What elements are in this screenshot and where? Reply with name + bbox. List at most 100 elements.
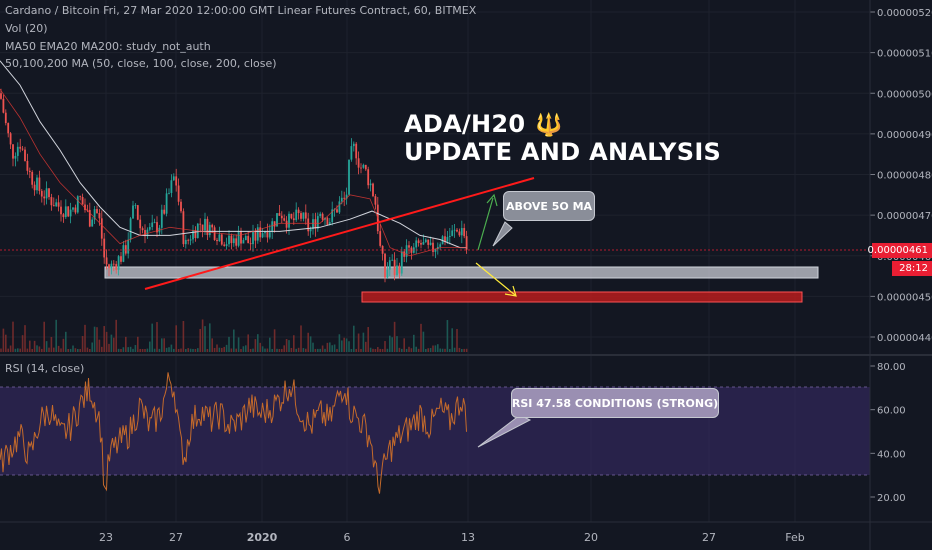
volume-bar bbox=[48, 347, 50, 352]
arrow-down bbox=[475, 262, 517, 297]
volume-bar bbox=[343, 337, 345, 352]
volume-bar bbox=[355, 348, 357, 352]
candle-body bbox=[103, 238, 106, 258]
volume-bar bbox=[158, 348, 161, 352]
candle-body bbox=[108, 264, 110, 269]
volume-bar bbox=[60, 348, 62, 352]
volume-bar bbox=[209, 323, 211, 352]
volume-bar bbox=[360, 348, 362, 352]
candle-body bbox=[420, 243, 422, 245]
candle-body bbox=[427, 239, 430, 245]
volume-bar bbox=[96, 327, 98, 352]
volume-bar bbox=[101, 346, 103, 352]
volume-bar bbox=[427, 348, 429, 352]
volume-bar bbox=[242, 346, 245, 352]
candle-body bbox=[364, 164, 367, 170]
volume-bar bbox=[357, 333, 360, 352]
volume-bar bbox=[324, 348, 326, 352]
volume-bar bbox=[302, 348, 305, 352]
volume-bar bbox=[329, 342, 331, 352]
candle-body bbox=[52, 205, 55, 207]
volume-bar bbox=[417, 348, 420, 352]
candle-body bbox=[79, 196, 82, 198]
support-zones bbox=[104, 266, 819, 303]
volume-bar bbox=[321, 345, 324, 352]
volume-bar bbox=[384, 341, 386, 352]
candle-body bbox=[129, 218, 132, 240]
volume-bar bbox=[89, 348, 91, 352]
volume-bar bbox=[110, 334, 113, 352]
volume-bar bbox=[223, 346, 225, 352]
volume-bar bbox=[309, 336, 312, 352]
candle-body bbox=[211, 224, 214, 228]
volume-bar bbox=[425, 348, 427, 352]
candle-body bbox=[396, 265, 398, 276]
candle-body bbox=[40, 190, 43, 197]
volume-bar bbox=[26, 348, 29, 352]
ma-legend: MA50 EMA20 MA200: study_not_auth bbox=[5, 40, 211, 53]
candle-body bbox=[439, 244, 442, 247]
volume-bar bbox=[350, 348, 353, 352]
candle-body bbox=[393, 259, 396, 276]
candle-body bbox=[386, 269, 389, 278]
candle-body bbox=[230, 235, 233, 244]
volume-bar bbox=[19, 348, 21, 352]
time-tick-label: 23 bbox=[99, 531, 113, 544]
candle-body bbox=[345, 194, 348, 199]
volume-bar bbox=[439, 348, 441, 352]
volume-bar bbox=[29, 340, 31, 352]
candle-body bbox=[384, 253, 386, 278]
time-tick-label: 13 bbox=[461, 531, 475, 544]
rsi-tick-label: 60.00 bbox=[877, 406, 906, 417]
candle-body bbox=[110, 263, 113, 269]
rsi-callout: RSI 47.58 CONDITIONS (STRONG) bbox=[511, 388, 719, 418]
volume-bar bbox=[297, 347, 300, 352]
candle-body bbox=[374, 196, 377, 205]
candle-body bbox=[456, 229, 458, 232]
price-tick-label: 0.00000510 bbox=[877, 49, 932, 60]
candle-body bbox=[280, 215, 283, 219]
candle-body bbox=[381, 245, 384, 254]
volume-bar bbox=[125, 336, 127, 352]
callout-pointer-ma bbox=[492, 221, 513, 247]
candle-body bbox=[448, 235, 451, 237]
volume-bar bbox=[2, 328, 5, 352]
candle-body bbox=[326, 218, 329, 225]
candle-body bbox=[408, 245, 410, 248]
title-text-1: ADA/H20 bbox=[404, 110, 526, 138]
candle-body bbox=[463, 228, 466, 237]
candle-body bbox=[31, 171, 34, 185]
volume-bar bbox=[261, 346, 264, 352]
candle-body bbox=[146, 229, 149, 237]
candle-body bbox=[45, 188, 48, 199]
candle-body bbox=[247, 236, 250, 244]
volume-bar bbox=[189, 348, 192, 352]
candle-body bbox=[254, 231, 257, 241]
candle-body bbox=[64, 206, 67, 218]
volume-bar bbox=[453, 347, 456, 352]
candle-body bbox=[67, 206, 70, 217]
candle-body bbox=[187, 239, 190, 241]
volume-bar bbox=[69, 348, 72, 352]
volume-bar bbox=[165, 347, 168, 352]
rsi-tick-label: 20.00 bbox=[877, 493, 906, 504]
candle-body bbox=[304, 212, 307, 219]
volume-bar bbox=[458, 347, 461, 352]
volume-bar bbox=[441, 348, 444, 352]
volume-bar bbox=[14, 348, 17, 352]
volume-bar bbox=[197, 348, 199, 352]
candle-body bbox=[132, 205, 134, 219]
volume-bar bbox=[141, 348, 144, 352]
price-tick-label: 0.00000500 bbox=[877, 89, 932, 100]
candle-body bbox=[268, 232, 271, 238]
volume-bar bbox=[389, 335, 391, 352]
volume-bar bbox=[410, 348, 413, 352]
volume-bar bbox=[403, 338, 405, 352]
volume-bar bbox=[0, 348, 2, 352]
volume-bar bbox=[264, 348, 266, 352]
volume-bar bbox=[139, 348, 141, 352]
price-tick-label: 0.00000480 bbox=[877, 171, 932, 182]
candle-body bbox=[288, 213, 290, 228]
volume-bar bbox=[300, 325, 302, 352]
candle-body bbox=[338, 201, 341, 213]
